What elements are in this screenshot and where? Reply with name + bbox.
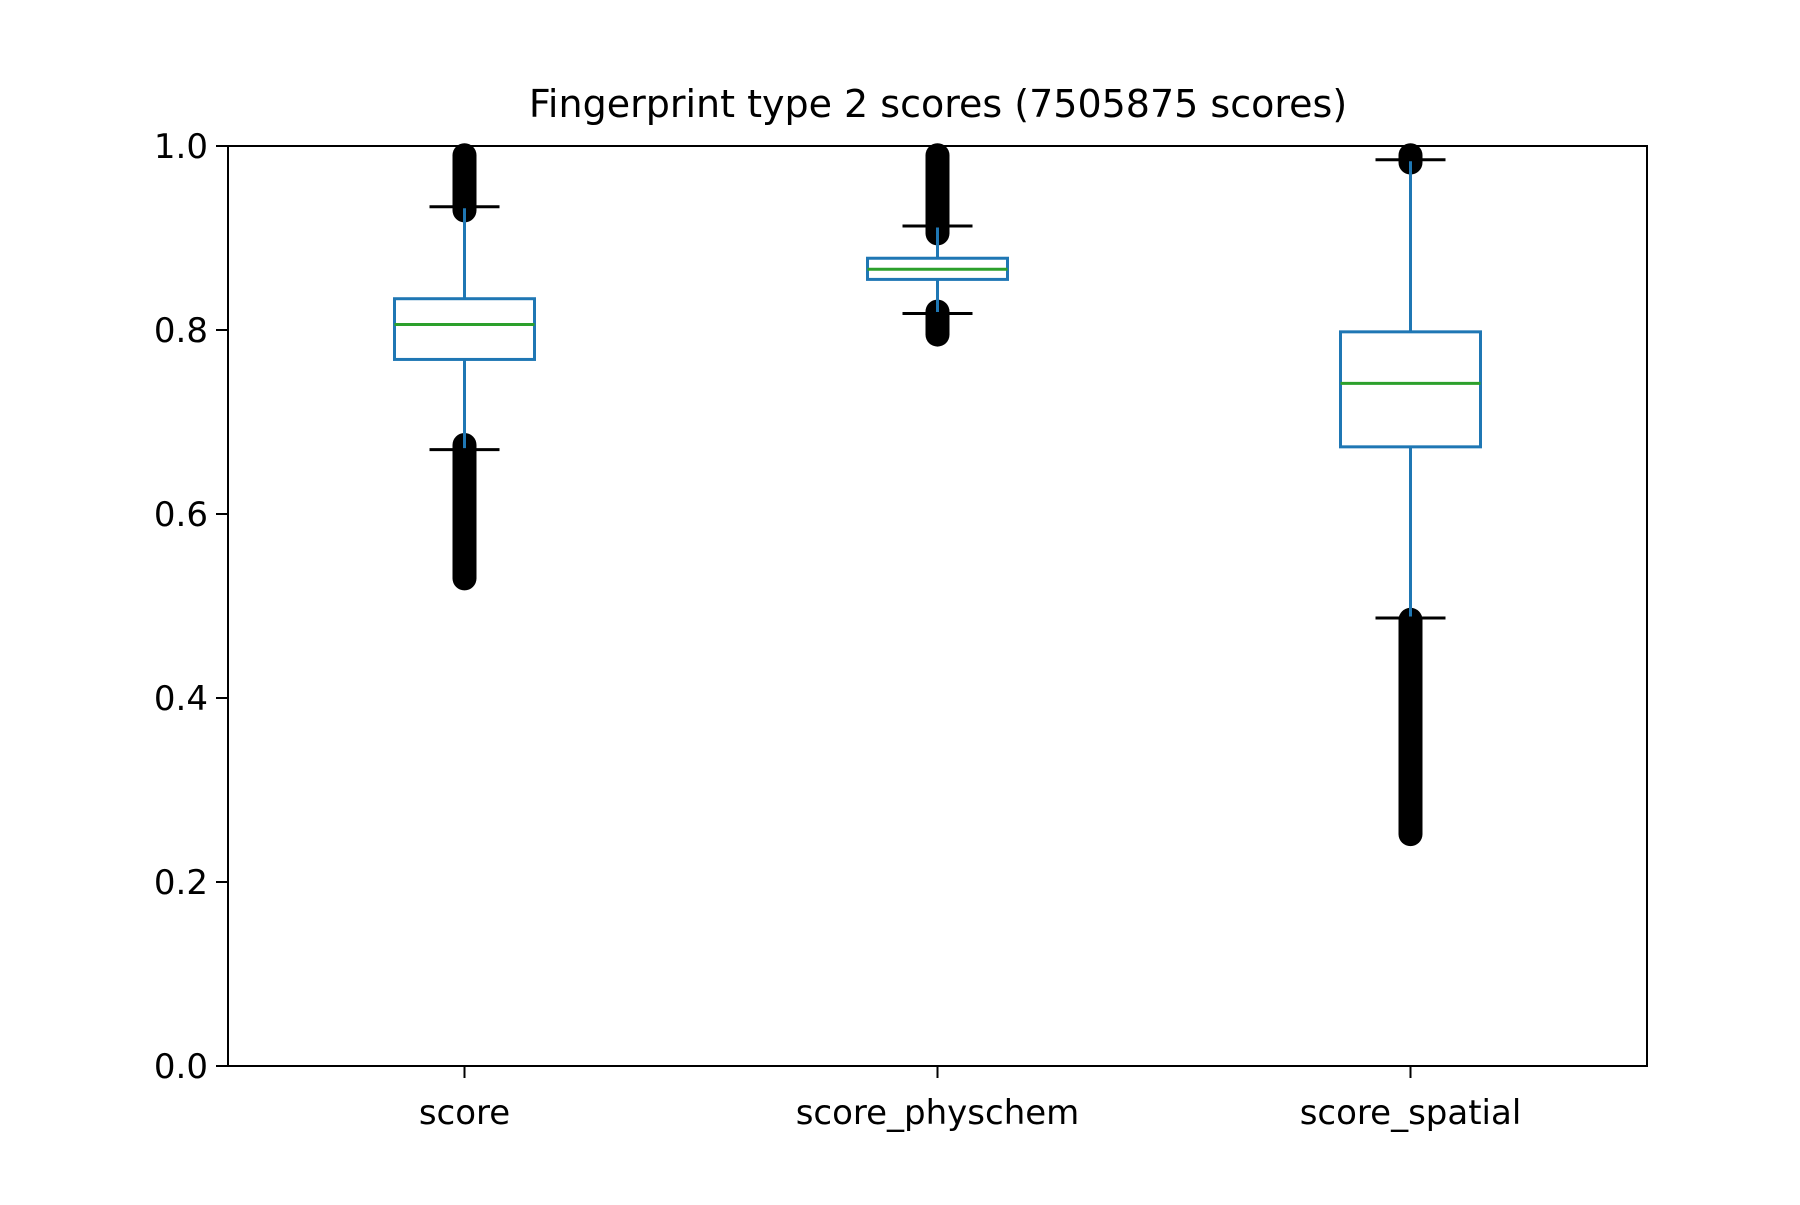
y-tick-label: 0.0 [154, 1047, 208, 1087]
x-axis: score score_physchem score_spatial [419, 1066, 1521, 1133]
outliers-high [452, 143, 477, 223]
y-tick-label: 0.4 [154, 679, 208, 719]
y-tick-label: 0.8 [154, 311, 208, 351]
y-tick-label: 1.0 [154, 127, 208, 167]
chart-title: Fingerprint type 2 scores (7505875 score… [529, 82, 1347, 126]
x-tick-label: score_physchem [796, 1093, 1080, 1133]
outliers-low [925, 299, 950, 347]
box-iqr [393, 297, 536, 361]
box-group-score-physchem [866, 143, 1009, 347]
outliers-high [925, 143, 950, 246]
y-tick-label: 0.2 [154, 863, 208, 903]
x-tick-label: score [419, 1093, 510, 1133]
box-group-score [393, 143, 536, 591]
box-iqr [1339, 330, 1482, 449]
x-tick-label: score_spatial [1300, 1093, 1522, 1133]
box-group-score-spatial [1339, 143, 1482, 847]
y-tick-label: 0.6 [154, 495, 208, 535]
outliers-low [1398, 607, 1423, 847]
outliers-low [452, 433, 477, 591]
y-axis: 0.0 0.2 0.4 0.6 0.8 1.0 [154, 127, 228, 1087]
chart-marks [393, 143, 1482, 847]
